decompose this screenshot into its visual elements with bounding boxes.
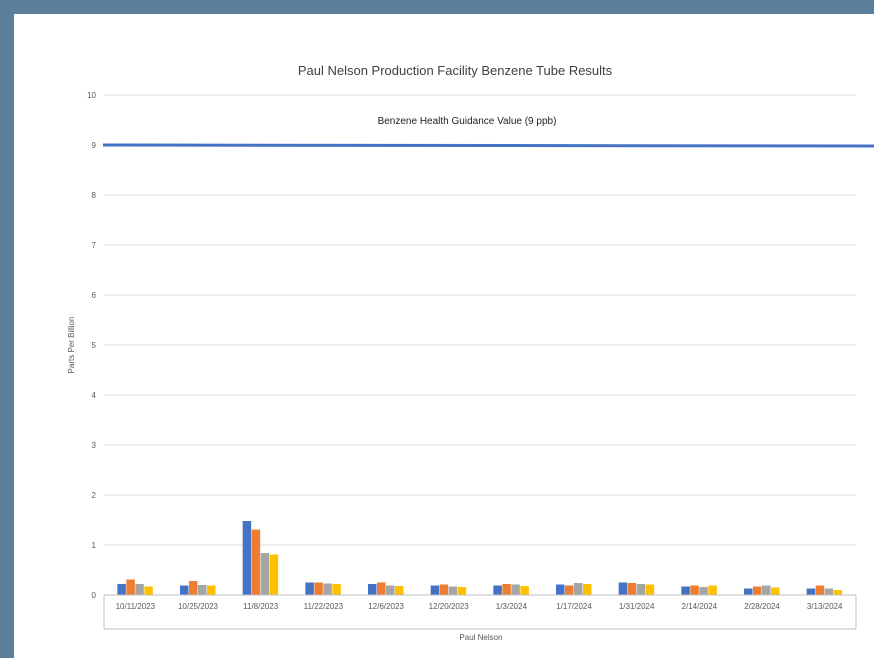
bar — [556, 584, 565, 595]
bar — [627, 583, 637, 595]
bar — [511, 584, 520, 595]
bar — [117, 584, 126, 595]
bar — [690, 585, 699, 595]
guidance-value-line — [102, 143, 874, 148]
bar — [135, 584, 144, 595]
y-tick-label: 8 — [92, 191, 97, 200]
bar — [753, 586, 762, 595]
bar — [824, 588, 834, 595]
x-axis-title: Paul Nelson — [459, 633, 502, 642]
y-tick-label: 4 — [92, 391, 97, 400]
x-axis: 10/11/2023 10/25/2023 11/8/2023 11/22/2023 1… — [103, 594, 857, 630]
bar — [189, 581, 198, 595]
x-tick-label: 11/8/2023 — [243, 602, 279, 611]
bar — [583, 584, 592, 595]
bar — [493, 585, 502, 595]
y-axis-ticks: 0 1 2 3 4 5 6 7 8 9 10 — [87, 91, 96, 600]
bar — [439, 584, 449, 595]
x-tick-label: 12/6/2023 — [368, 602, 404, 611]
chart-area: Paul Nelson Production Facility Benzene … — [14, 14, 874, 658]
bar — [833, 590, 843, 595]
bar — [565, 585, 574, 595]
y-axis-title: Parts Per Billion — [67, 317, 76, 374]
bar — [305, 582, 314, 595]
y-tick-label: 9 — [92, 141, 97, 150]
bar — [368, 584, 377, 595]
bar — [457, 587, 467, 595]
bar — [332, 584, 341, 595]
bar — [207, 585, 216, 595]
x-tick-label: 1/31/2024 — [619, 602, 655, 611]
bar — [198, 585, 207, 595]
bar — [636, 584, 646, 595]
bar — [618, 582, 628, 595]
bar — [180, 585, 189, 595]
y-tick-label: 6 — [92, 291, 97, 300]
bar — [260, 553, 270, 595]
bar-chart: Paul Nelson Production Facility Benzene … — [67, 63, 874, 642]
bar — [699, 587, 708, 595]
bar — [448, 586, 458, 595]
bar — [242, 521, 252, 595]
bar — [762, 585, 771, 595]
bar — [744, 588, 753, 595]
bar — [251, 529, 261, 595]
bar — [771, 587, 780, 595]
x-tick-label: 2/14/2024 — [682, 602, 718, 611]
y-tick-label: 7 — [92, 241, 97, 250]
gridlines — [104, 94, 856, 596]
bar — [574, 583, 583, 595]
x-tick-label: 1/3/2024 — [496, 602, 528, 611]
bar — [708, 585, 717, 595]
x-tick-label: 3/13/2024 — [807, 602, 843, 611]
bar — [269, 554, 279, 595]
y-tick-label: 0 — [92, 591, 97, 600]
bar — [377, 582, 386, 595]
bars — [117, 521, 843, 595]
y-tick-label: 2 — [92, 491, 97, 500]
y-tick-label: 10 — [87, 91, 96, 100]
bar — [126, 579, 135, 595]
x-tick-label: 1/17/2024 — [556, 602, 592, 611]
y-tick-label: 5 — [92, 341, 97, 350]
bar — [681, 586, 690, 595]
bar — [314, 582, 323, 595]
bar — [323, 583, 332, 595]
bar — [520, 586, 529, 595]
bar — [144, 586, 153, 595]
bar — [806, 588, 816, 595]
bar — [386, 585, 395, 595]
x-tick-label: 10/25/2023 — [178, 602, 219, 611]
chart-title: Paul Nelson Production Facility Benzene … — [298, 63, 613, 78]
bar — [395, 586, 404, 595]
x-tick-label: 12/20/2023 — [429, 602, 470, 611]
bar — [645, 584, 655, 595]
x-tick-label: 2/28/2024 — [744, 602, 780, 611]
bar — [502, 584, 511, 595]
bar — [815, 585, 825, 595]
bar — [430, 585, 440, 595]
guidance-value-label: Benzene Health Guidance Value (9 ppb) — [378, 116, 557, 127]
y-tick-label: 3 — [92, 441, 97, 450]
x-tick-label: 11/22/2023 — [304, 602, 344, 611]
x-tick-label: 10/11/2023 — [116, 602, 156, 611]
y-tick-label: 1 — [92, 541, 97, 550]
